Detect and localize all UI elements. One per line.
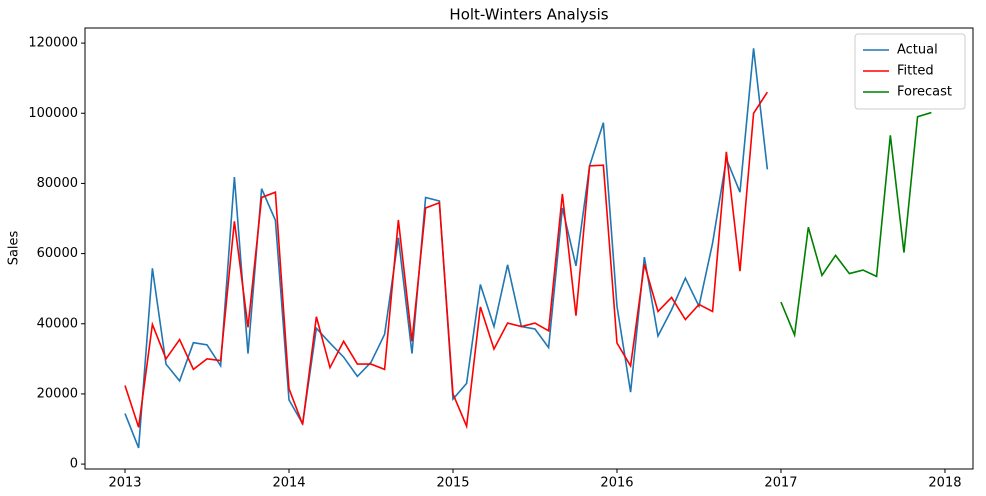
legend-box bbox=[854, 33, 966, 110]
y-tick-label: 0 bbox=[70, 457, 78, 472]
x-tick-label: 2016 bbox=[600, 476, 633, 491]
x-tick-label: 2015 bbox=[436, 476, 469, 491]
y-tick-label: 20000 bbox=[37, 386, 78, 401]
series-line bbox=[124, 91, 769, 430]
x-tick-label: 2013 bbox=[108, 476, 141, 491]
y-tick-label: 120000 bbox=[28, 36, 78, 51]
series-line bbox=[780, 111, 932, 339]
legend-label: Forecast bbox=[897, 85, 952, 100]
chart-title: Holt-Winters Analysis bbox=[449, 6, 608, 24]
y-axis-label: Sales bbox=[7, 230, 22, 265]
x-tick-label: 2014 bbox=[272, 476, 305, 491]
x-tick-label: 2017 bbox=[764, 476, 797, 491]
legend-label: Fitted bbox=[897, 64, 934, 79]
legend-label: Actual bbox=[897, 43, 938, 58]
plot-frame bbox=[84, 27, 974, 470]
series-line bbox=[124, 48, 769, 449]
y-tick-label: 60000 bbox=[37, 246, 78, 261]
y-tick-label: 40000 bbox=[37, 316, 78, 331]
y-tick-label: 100000 bbox=[28, 106, 78, 121]
y-tick-label: 80000 bbox=[37, 176, 78, 191]
x-tick-label: 2018 bbox=[928, 476, 961, 491]
